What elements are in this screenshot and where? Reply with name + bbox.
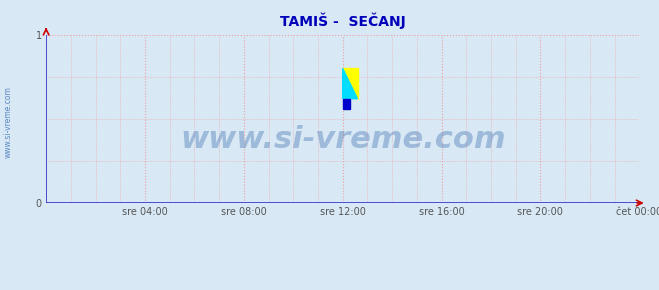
Polygon shape — [343, 68, 357, 99]
Text: www.si-vreme.com: www.si-vreme.com — [180, 125, 505, 154]
Polygon shape — [343, 99, 350, 109]
Title: TAMIŠ -  SEČANJ: TAMIŠ - SEČANJ — [280, 13, 405, 30]
Polygon shape — [343, 68, 357, 99]
Text: www.si-vreme.com: www.si-vreme.com — [3, 86, 13, 158]
